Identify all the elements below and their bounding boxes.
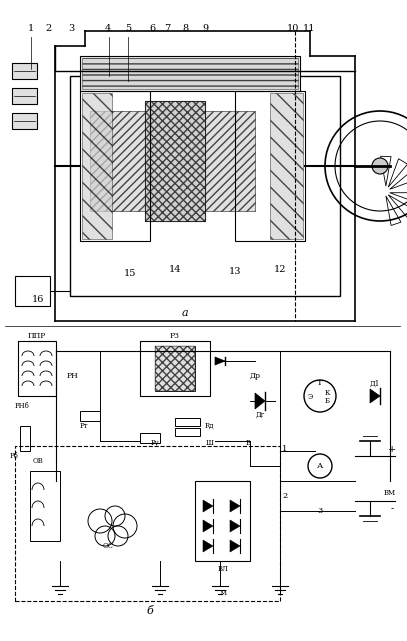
Text: А: А <box>317 462 323 470</box>
Bar <box>18 341 56 396</box>
Polygon shape <box>255 393 265 409</box>
Bar <box>175 418 200 426</box>
Bar <box>12 63 37 79</box>
Polygon shape <box>203 520 213 532</box>
Text: 8: 8 <box>182 24 188 33</box>
Text: 5: 5 <box>125 24 131 33</box>
Bar <box>140 433 160 443</box>
Bar <box>82 93 112 239</box>
Bar <box>15 446 280 601</box>
Bar <box>12 113 37 129</box>
Bar <box>235 91 305 241</box>
Bar <box>155 346 195 391</box>
Text: 13: 13 <box>229 267 241 276</box>
Text: 10: 10 <box>287 24 299 33</box>
Polygon shape <box>381 156 391 186</box>
Text: Э: Э <box>308 393 313 401</box>
Circle shape <box>372 158 388 174</box>
Text: 3: 3 <box>68 24 74 33</box>
Text: ППР: ППР <box>28 332 46 340</box>
Text: +: + <box>388 444 396 453</box>
Text: Б: Б <box>325 397 330 405</box>
Polygon shape <box>389 193 407 203</box>
Bar <box>155 346 195 391</box>
Bar <box>270 93 303 239</box>
Text: 1: 1 <box>27 24 34 33</box>
Text: 11: 11 <box>303 24 315 33</box>
Text: К: К <box>325 389 330 397</box>
Text: 14: 14 <box>169 265 181 274</box>
Bar <box>90 111 145 211</box>
Text: Т: Т <box>317 379 323 387</box>
Text: 3: 3 <box>317 507 323 515</box>
Text: Ру: Ру <box>151 439 160 447</box>
Bar <box>82 58 298 89</box>
Text: -: - <box>390 504 394 513</box>
Text: 15: 15 <box>124 269 136 278</box>
Polygon shape <box>230 540 240 552</box>
Text: РЗ: РЗ <box>170 332 180 340</box>
Text: Дг: Дг <box>255 411 265 419</box>
Polygon shape <box>215 357 225 365</box>
Bar <box>200 111 255 211</box>
Text: ВМ: ВМ <box>384 489 396 497</box>
Bar <box>80 56 300 91</box>
Polygon shape <box>203 540 213 552</box>
Text: ОС: ОС <box>103 542 114 550</box>
Text: Д1: Д1 <box>370 380 380 388</box>
Polygon shape <box>386 196 401 226</box>
Text: 9: 9 <box>202 24 209 33</box>
Bar <box>15 276 50 306</box>
Bar <box>80 411 100 421</box>
Text: 16: 16 <box>32 294 44 303</box>
Text: Rд: Rд <box>205 422 214 430</box>
Text: 12: 12 <box>274 265 286 274</box>
Text: Рт: Рт <box>80 422 88 430</box>
Bar <box>140 341 210 396</box>
Bar <box>195 481 250 561</box>
Text: ВЛ: ВЛ <box>218 565 228 573</box>
Text: 6: 6 <box>149 24 156 33</box>
Text: Др: Др <box>249 372 260 380</box>
Polygon shape <box>388 195 407 218</box>
Bar <box>175 428 200 436</box>
Bar <box>145 101 205 221</box>
Text: 1: 1 <box>282 445 288 453</box>
Text: 2: 2 <box>46 24 52 33</box>
Bar <box>70 76 340 296</box>
Bar <box>145 101 205 221</box>
Text: В: В <box>245 439 250 447</box>
Text: РНб: РНб <box>15 402 29 410</box>
Polygon shape <box>230 520 240 532</box>
Text: 2: 2 <box>282 492 288 500</box>
Bar <box>80 91 150 241</box>
Polygon shape <box>203 500 213 512</box>
Polygon shape <box>230 500 240 512</box>
Text: Рб: Рб <box>9 452 18 460</box>
Text: б: б <box>147 606 153 616</box>
Text: ОВ: ОВ <box>33 457 44 465</box>
Text: РН: РН <box>66 372 78 380</box>
Polygon shape <box>389 170 407 189</box>
Text: а: а <box>182 308 188 318</box>
Bar <box>20 426 30 451</box>
Text: Ш: Ш <box>206 439 214 447</box>
Polygon shape <box>370 389 380 403</box>
Bar <box>12 88 37 104</box>
Text: 7: 7 <box>164 24 170 33</box>
Text: М: М <box>219 589 227 597</box>
Text: 4: 4 <box>105 24 111 33</box>
Polygon shape <box>388 159 407 187</box>
Bar <box>30 471 60 541</box>
